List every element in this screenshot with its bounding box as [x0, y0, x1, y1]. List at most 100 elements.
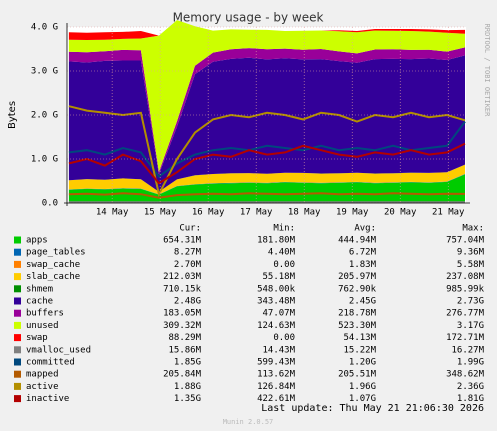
legend-swatch [14, 248, 21, 256]
side-text: RRDTOOL / TOBI OETIKER [483, 24, 491, 118]
legend-swatch [14, 395, 21, 403]
legend-stat: 124.63M [257, 321, 296, 331]
legend-header: Avg: [354, 224, 376, 234]
legend-swatch [14, 273, 21, 281]
legend-label: vmalloc_used [26, 345, 91, 355]
legend-header: Min: [273, 224, 295, 234]
legend-label: active [26, 382, 59, 392]
y-tick-label: 0.0 [42, 199, 58, 209]
x-tick-label: 19 May [336, 208, 369, 218]
legend-stat: 218.78M [338, 309, 377, 319]
legend-stat: 985.99k [446, 284, 485, 294]
legend-stat: 2.48G [174, 297, 201, 307]
legend-stat: 1.85G [174, 358, 201, 368]
legend-stat: 2.73G [457, 297, 484, 307]
legend-stat: 4.40M [268, 248, 296, 258]
legend-stat: 762.90k [338, 284, 377, 294]
legend-stat: 0.00 [273, 260, 295, 270]
line [68, 142, 466, 185]
legend-stat: 654.31M [163, 236, 202, 246]
legend-stat: 1.35G [174, 394, 201, 404]
legend-label: shmem [26, 284, 53, 294]
legend-label: inactive [26, 394, 69, 404]
legend-stat: 6.72M [349, 248, 377, 258]
x-tick-label: 20 May [384, 208, 417, 218]
legend-swatch [14, 297, 21, 305]
legend-stat: 1.96G [349, 382, 376, 392]
y-tick-label: 4.0 G [31, 23, 58, 33]
legend-label: mapped [26, 370, 59, 380]
y-tick-label: 3.0 G [31, 67, 58, 77]
legend-stat: 2.45G [349, 297, 376, 307]
area [68, 164, 466, 195]
x-tick-label: 16 May [192, 208, 225, 218]
version: Munin 2.0.57 [223, 418, 274, 426]
legend-swatch [14, 260, 21, 268]
legend-stat: 113.62M [257, 370, 296, 380]
legend-swatch [14, 346, 21, 354]
legend-stat: 237.08M [446, 272, 485, 282]
legend-swatch [14, 334, 21, 342]
legend-swatch [14, 309, 21, 317]
legend-stat: 309.32M [163, 321, 202, 331]
y-axis-label: Bytes [7, 101, 18, 129]
legend-header: Cur: [179, 224, 201, 234]
legend-stat: 1.99G [457, 358, 484, 368]
legend-stat: 8.27M [174, 248, 202, 258]
legend-stat: 205.84M [163, 370, 202, 380]
y-tick-label: 1.0 G [31, 155, 58, 165]
legend-stat: 183.05M [163, 309, 202, 319]
area [68, 47, 466, 175]
legend-stat: 54.13M [343, 333, 376, 343]
legend-label: apps [26, 236, 48, 246]
legend-stat: 1.20G [349, 358, 376, 368]
legend-stat: 16.27M [451, 345, 484, 355]
legend-swatch [14, 285, 21, 293]
legend-stat: 15.86M [168, 345, 201, 355]
legend-stat: 599.43M [257, 358, 296, 368]
legend-stat: 205.51M [338, 370, 377, 380]
legend-stat: 523.30M [338, 321, 377, 331]
line [68, 121, 466, 178]
legend-stat: 15.22M [343, 345, 376, 355]
legend-stat: 205.97M [338, 272, 377, 282]
x-tick-label: 17 May [240, 208, 273, 218]
legend-stat: 1.88G [174, 382, 201, 392]
legend-label: slab_cache [26, 272, 80, 282]
legend-stat: 710.15k [163, 284, 202, 294]
legend-label: cache [26, 297, 53, 307]
legend-stat: 0.00 [273, 333, 295, 343]
last-update: Last update: Thu May 21 21:06:30 2026 [261, 403, 484, 414]
legend-swatch [14, 382, 21, 390]
x-tick-label: 15 May [144, 208, 177, 218]
area [68, 55, 466, 192]
area [68, 20, 466, 40]
legend-stat: 1.83M [349, 260, 377, 270]
legend-stat: 126.84M [257, 382, 296, 392]
legend-stat: 181.80M [257, 236, 296, 246]
legend-stat: 212.03M [163, 272, 202, 282]
legend-stat: 9.36M [457, 248, 485, 258]
line [68, 105, 466, 198]
legend-stat: 1.81G [457, 394, 484, 404]
legend-label: page_tables [26, 248, 86, 258]
x-tick-label: 14 May [96, 208, 129, 218]
legend-stat: 276.77M [446, 309, 485, 319]
chart-title: Memory usage - by week [173, 11, 324, 25]
y-tick-label: 2.0 G [31, 111, 58, 121]
legend-label: swap [26, 333, 48, 343]
legend-stat: 757.04M [446, 236, 485, 246]
legend-stat: 172.71M [446, 333, 485, 343]
legend-stat: 2.36G [457, 382, 484, 392]
legend-swatch [14, 236, 21, 244]
legend-stat: 55.18M [262, 272, 295, 282]
legend-stat: 88.29M [168, 333, 201, 343]
legend-label: committed [26, 358, 75, 368]
legend-stat: 3.17G [457, 321, 484, 331]
legend-stat: 548.00k [257, 284, 296, 294]
area [68, 20, 466, 172]
legend-stat: 14.43M [262, 345, 295, 355]
legend-stat: 444.94M [338, 236, 377, 246]
